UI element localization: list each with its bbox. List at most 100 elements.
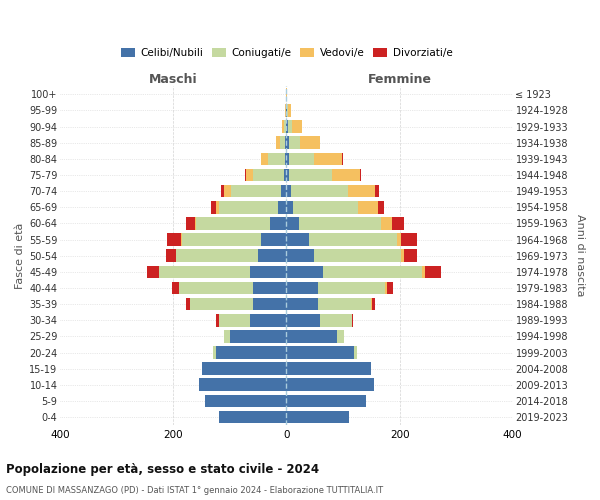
Bar	[337, 330, 344, 342]
Bar	[309, 233, 397, 246]
Bar	[323, 266, 422, 278]
Bar	[292, 120, 302, 133]
Bar	[286, 233, 309, 246]
Text: Femmine: Femmine	[368, 73, 431, 86]
Bar	[224, 185, 230, 198]
Bar	[314, 250, 401, 262]
Bar	[218, 314, 250, 326]
Bar	[291, 185, 347, 198]
Text: COMUNE DI MASSANZAGO (PD) - Dati ISTAT 1° gennaio 2024 - Elaborazione TUTTITALIA: COMUNE DI MASSANZAGO (PD) - Dati ISTAT 1…	[6, 486, 383, 495]
Bar	[250, 314, 286, 326]
Bar	[375, 185, 379, 198]
Bar	[425, 266, 441, 278]
Text: Popolazione per età, sesso e stato civile - 2024: Popolazione per età, sesso e stato civil…	[6, 462, 319, 475]
Bar	[205, 394, 286, 407]
Bar	[286, 394, 365, 407]
Bar	[269, 217, 286, 230]
Text: Maschi: Maschi	[149, 73, 198, 86]
Bar	[261, 152, 268, 165]
Bar	[230, 330, 286, 342]
Bar	[286, 120, 287, 133]
Bar	[386, 282, 394, 294]
Bar	[286, 411, 349, 424]
Bar	[199, 378, 286, 391]
Bar	[211, 201, 216, 213]
Bar	[320, 314, 352, 326]
Bar	[286, 378, 374, 391]
Bar	[401, 233, 417, 246]
Bar	[287, 120, 292, 133]
Bar	[300, 136, 320, 149]
Bar	[247, 168, 253, 181]
Bar	[404, 250, 416, 262]
Bar	[355, 346, 357, 359]
Bar	[299, 217, 381, 230]
Bar	[159, 266, 250, 278]
Bar	[381, 217, 392, 230]
Bar	[172, 282, 179, 294]
Bar	[286, 362, 371, 375]
Bar	[289, 152, 314, 165]
Bar	[176, 250, 258, 262]
Bar	[284, 120, 286, 133]
Y-axis label: Fasce di età: Fasce di età	[15, 222, 25, 289]
Bar	[289, 168, 332, 181]
Bar	[288, 104, 291, 117]
Bar	[287, 104, 288, 117]
Bar	[217, 314, 218, 326]
Bar	[360, 168, 361, 181]
Bar	[286, 152, 289, 165]
Bar	[422, 266, 425, 278]
Bar	[286, 250, 314, 262]
Bar	[216, 346, 286, 359]
Bar	[202, 362, 286, 375]
Bar	[182, 233, 261, 246]
Bar	[284, 168, 286, 181]
Bar	[285, 152, 286, 165]
Bar	[378, 201, 384, 213]
Legend: Celibi/Nubili, Coniugati/e, Vedovi/e, Divorziati/e: Celibi/Nubili, Coniugati/e, Vedovi/e, Di…	[116, 44, 457, 62]
Y-axis label: Anni di nascita: Anni di nascita	[575, 214, 585, 297]
Bar	[286, 201, 293, 213]
Bar	[286, 136, 289, 149]
Bar	[286, 282, 317, 294]
Bar	[196, 217, 269, 230]
Bar	[230, 185, 281, 198]
Bar	[224, 330, 230, 342]
Bar	[250, 266, 286, 278]
Bar	[332, 168, 360, 181]
Bar	[190, 298, 253, 310]
Bar	[282, 120, 284, 133]
Bar	[286, 217, 299, 230]
Bar	[218, 201, 278, 213]
Bar	[245, 168, 247, 181]
Bar	[216, 201, 218, 213]
Bar	[186, 298, 190, 310]
Bar	[281, 185, 286, 198]
Bar	[166, 250, 176, 262]
Bar	[258, 250, 286, 262]
Bar	[221, 185, 224, 198]
Bar	[286, 185, 291, 198]
Bar	[397, 233, 401, 246]
Bar	[286, 330, 337, 342]
Bar	[286, 298, 317, 310]
Bar	[179, 282, 253, 294]
Bar	[286, 168, 289, 181]
Bar	[347, 185, 375, 198]
Bar	[372, 298, 375, 310]
Bar	[289, 136, 300, 149]
Bar	[276, 136, 280, 149]
Bar	[253, 298, 286, 310]
Bar	[253, 168, 284, 181]
Bar	[317, 298, 371, 310]
Bar	[286, 346, 355, 359]
Bar	[317, 282, 385, 294]
Bar	[314, 152, 343, 165]
Bar	[392, 217, 404, 230]
Bar	[280, 136, 286, 149]
Bar	[261, 233, 286, 246]
Bar	[187, 217, 195, 230]
Bar	[286, 314, 320, 326]
Bar	[253, 282, 286, 294]
